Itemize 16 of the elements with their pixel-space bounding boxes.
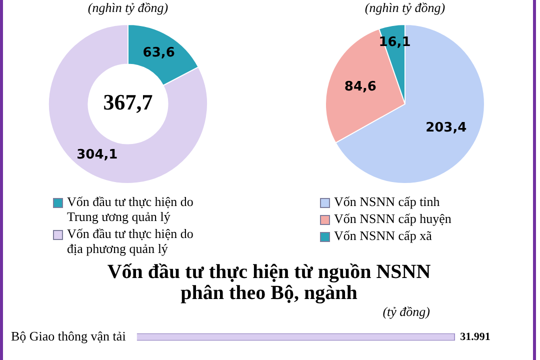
data-label: 203,4: [426, 120, 467, 136]
chart-subtitle: (nghìn tỷ đồng): [86, 0, 170, 16]
data-label: 84,6: [344, 79, 376, 94]
legend-label: Vốn NSNN cấp xã: [334, 228, 432, 243]
chart-subtitle: (nghìn tỷ đồng): [364, 0, 446, 16]
data-label: 31.991: [460, 330, 490, 343]
y-tick-label: Bộ Giao thông vận tải: [10, 328, 126, 344]
legend-label: Vốn NSNN cấp huyện: [334, 211, 452, 226]
chart-title: Vốn đầu tư thực hiện từ nguồn NSNN phân theo Bộ, ngành: [106, 261, 432, 304]
legend-label: Vốn đầu tư thực hiện do địa phương quản lý: [67, 226, 194, 256]
legend-label: Vốn đầu tư thực hiện do Trung ương quản lý: [67, 194, 194, 224]
legend-label: Vốn NSNN cấp tỉnh: [334, 194, 440, 209]
data-label: 304,1: [76, 147, 118, 162]
data-label: 63,6: [142, 45, 175, 60]
text: 367,7: [103, 90, 153, 115]
text: (tỷ đồng): [382, 304, 431, 320]
